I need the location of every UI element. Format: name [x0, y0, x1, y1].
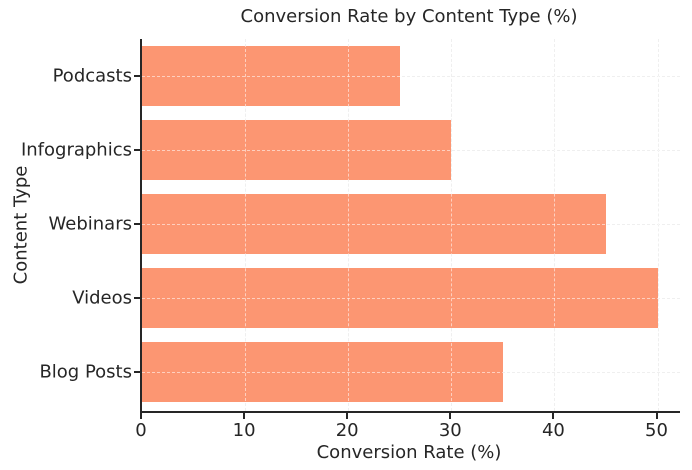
- h-gridline: [142, 150, 680, 151]
- y-tick-mark: [134, 223, 140, 225]
- h-gridline: [142, 150, 680, 151]
- v-gridline: [657, 39, 659, 411]
- x-tick-label: 50: [645, 420, 668, 441]
- x-tick-mark: [552, 413, 555, 419]
- x-tick-label: 40: [541, 420, 565, 441]
- x-axis-label: Conversion Rate (%): [316, 442, 502, 463]
- x-tick-mark: [140, 413, 142, 419]
- x-tick-mark: [655, 413, 658, 419]
- bar-infographics: [142, 120, 452, 180]
- gridlines-over: [142, 39, 680, 411]
- v-gridline: [245, 39, 247, 411]
- bars-layer: [142, 39, 680, 411]
- v-gridline: [348, 39, 350, 411]
- y-tick-label: Webinars: [48, 213, 132, 235]
- h-gridline: [142, 372, 680, 373]
- v-gridline: [348, 39, 350, 411]
- x-tick-label: 0: [135, 420, 147, 441]
- bar-webinars: [142, 194, 606, 254]
- h-gridline: [142, 372, 680, 373]
- h-gridline: [142, 224, 680, 225]
- plot-area: [140, 39, 680, 413]
- h-gridline: [142, 76, 680, 77]
- v-gridline: [451, 39, 453, 411]
- y-tick-mark: [134, 297, 140, 299]
- x-tick-label: 10: [232, 420, 256, 441]
- y-tick-mark: [134, 149, 140, 151]
- bar-blog-posts: [142, 342, 503, 402]
- bar-videos: [142, 268, 658, 328]
- v-gridline: [451, 39, 453, 411]
- h-gridline: [142, 298, 680, 299]
- h-gridline: [142, 298, 680, 299]
- y-tick-label: Blog Posts: [39, 361, 132, 383]
- h-gridline: [142, 224, 680, 225]
- x-tick-label: 30: [438, 420, 462, 441]
- v-gridline: [657, 39, 659, 411]
- v-gridline: [245, 39, 247, 411]
- v-gridline: [554, 39, 556, 411]
- chart-title: Conversion Rate by Content Type (%): [240, 6, 578, 27]
- y-tick-mark: [134, 371, 140, 373]
- x-tick-mark: [346, 413, 349, 419]
- gridlines-under: [142, 39, 680, 411]
- v-gridline: [554, 39, 556, 411]
- x-tick-mark: [243, 413, 246, 419]
- x-tick-mark: [449, 413, 452, 419]
- y-tick-mark: [134, 75, 140, 77]
- bar-podcasts: [142, 46, 400, 106]
- x-tick-label: 20: [335, 420, 359, 441]
- y-tick-label: Podcasts: [52, 65, 132, 87]
- h-gridline: [142, 76, 680, 77]
- y-tick-label: Videos: [72, 287, 132, 309]
- y-tick-label: Infographics: [20, 139, 132, 161]
